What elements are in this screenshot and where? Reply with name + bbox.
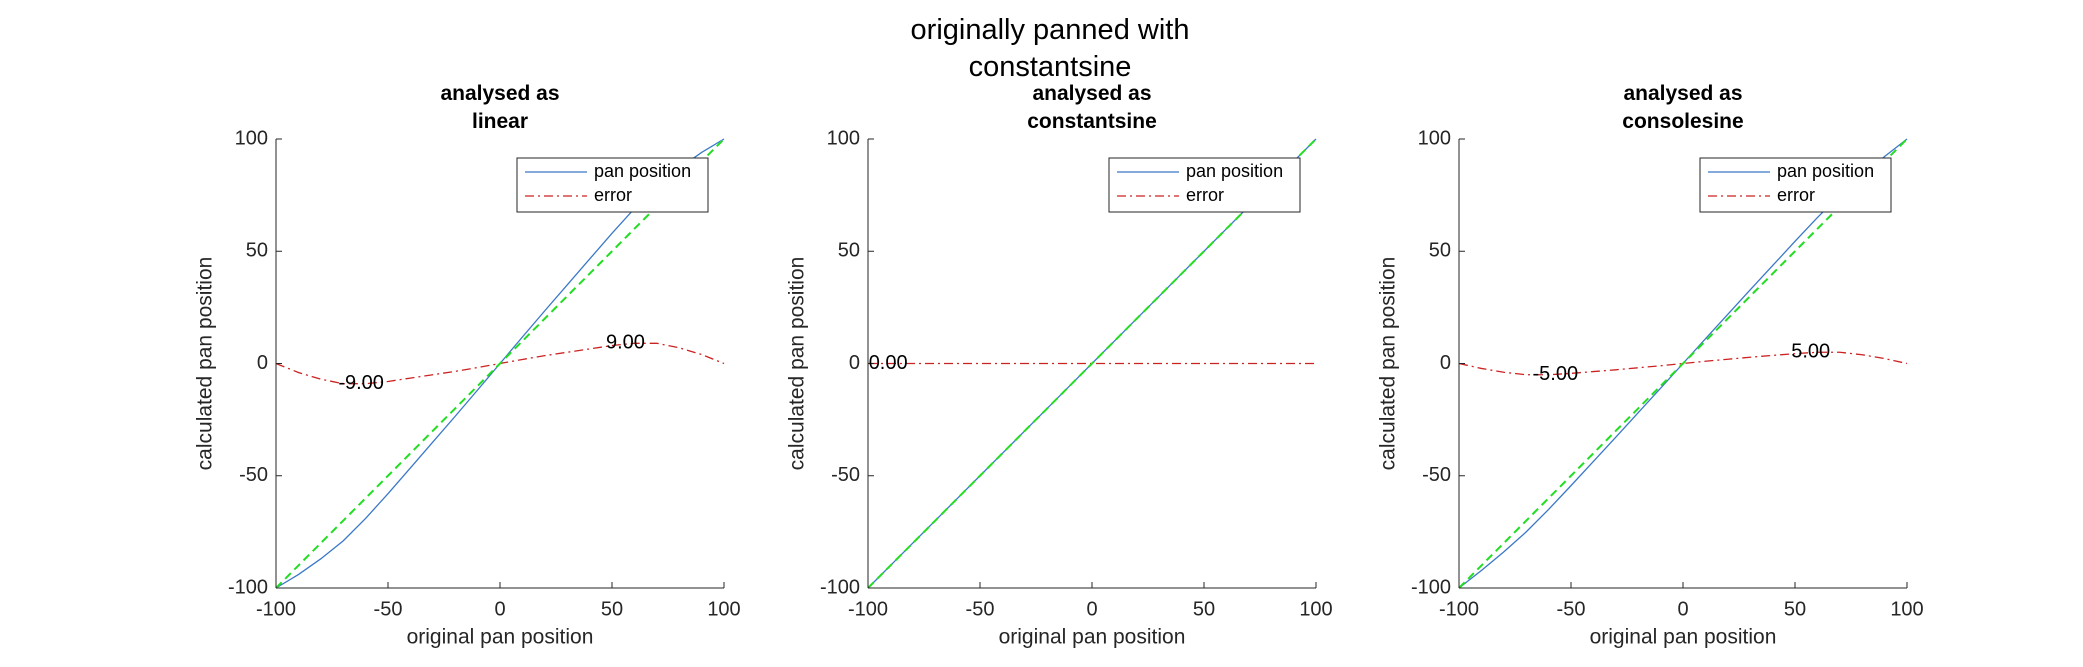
y-tick-label: 0 (849, 352, 860, 374)
figure-title: originally panned with constantsine (910, 14, 1190, 83)
x-axis-label: original pan position (999, 626, 1186, 649)
x-tick-label: 50 (1193, 598, 1215, 620)
legend-box (1108, 157, 1301, 213)
series-line (1458, 138, 1908, 589)
legend-label: pan position (1186, 161, 1283, 181)
x-tick-label: 100 (707, 598, 740, 620)
x-axis-label: original pan position (1590, 626, 1777, 649)
y-tick-label: -50 (239, 464, 268, 486)
subplot-title: analysed as constantsine (1027, 82, 1157, 133)
y-tick-label: 100 (827, 127, 860, 149)
x-axis-label: original pan position (407, 626, 594, 649)
data-label: 5.00 (1791, 341, 1830, 363)
y-tick-label: 50 (1429, 240, 1451, 262)
data-label: 0.00 (869, 352, 908, 374)
subplot-title: analysed as consolesine (1622, 82, 1744, 133)
x-tick-label: 50 (601, 598, 623, 620)
x-tick-label: -100 (848, 598, 888, 620)
y-tick-label: -100 (820, 576, 860, 598)
y-tick-label: 50 (838, 240, 860, 262)
legend: pan position error (516, 157, 709, 213)
x-tick-label: -50 (1557, 598, 1586, 620)
legend-box (1699, 157, 1892, 213)
x-tick-label: -50 (966, 598, 995, 620)
x-tick-label: 0 (494, 598, 505, 620)
y-tick-label: -50 (831, 464, 860, 486)
y-tick-label: -100 (1411, 576, 1451, 598)
x-tick-label: -50 (374, 598, 403, 620)
legend-label: error (594, 185, 632, 205)
x-tick-label: 100 (1890, 598, 1923, 620)
y-axis-label: calculated pan position (1377, 257, 1400, 471)
y-tick-label: 50 (246, 240, 268, 262)
x-tick-label: -100 (256, 598, 296, 620)
y-tick-label: -100 (228, 576, 268, 598)
x-tick-label: -100 (1439, 598, 1479, 620)
legend-box (516, 157, 709, 213)
y-tick-label: 100 (1418, 127, 1451, 149)
y-tick-label: 0 (1440, 352, 1451, 374)
y-tick-label: 0 (257, 352, 268, 374)
y-axis-label: calculated pan position (194, 257, 217, 471)
legend: pan position error (1108, 157, 1301, 213)
legend-label: error (1777, 185, 1815, 205)
legend-label: pan position (594, 161, 691, 181)
data-label: -5.00 (1533, 363, 1579, 385)
x-tick-label: 50 (1784, 598, 1806, 620)
data-label: -9.00 (338, 372, 384, 394)
series-line (275, 138, 725, 589)
legend: pan position error (1699, 157, 1892, 213)
y-tick-label: 100 (235, 127, 268, 149)
data-label: 9.00 (606, 332, 645, 354)
y-tick-label: -50 (1422, 464, 1451, 486)
y-axis-label: calculated pan position (786, 257, 809, 471)
subplot-title: analysed as linear (440, 82, 560, 133)
legend-label: pan position (1777, 161, 1874, 181)
series-line (1458, 351, 1908, 376)
legend-label: error (1186, 185, 1224, 205)
x-tick-label: 0 (1086, 598, 1097, 620)
x-tick-label: 0 (1677, 598, 1688, 620)
x-tick-label: 100 (1299, 598, 1332, 620)
series-line (867, 138, 1317, 589)
